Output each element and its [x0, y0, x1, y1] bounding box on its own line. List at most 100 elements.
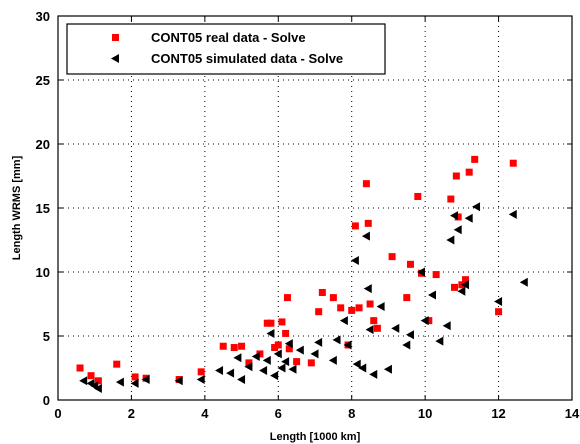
real-data-point: [197, 368, 205, 376]
real-data-point: [315, 308, 323, 316]
real-data-point: [285, 345, 293, 353]
real-data-point: [465, 168, 473, 176]
simulated-data-point: [93, 383, 102, 393]
x-tick-label: 6: [275, 406, 282, 421]
simulated-data-point: [352, 359, 361, 369]
x-tick-label: 14: [565, 406, 580, 421]
x-tick-label: 10: [418, 406, 432, 421]
real-data-point: [263, 319, 271, 327]
simulated-data-point: [130, 378, 139, 388]
x-tick-label: 2: [128, 406, 135, 421]
simulated-data-point: [215, 366, 224, 376]
simulated-data-point: [508, 209, 517, 219]
real-data-point: [329, 294, 337, 302]
real-data-point: [355, 304, 363, 312]
real-data-point: [113, 360, 121, 368]
simulated-data-point: [251, 351, 260, 361]
simulated-data-point: [266, 328, 275, 338]
x-tick-label: 0: [54, 406, 61, 421]
y-tick-label: 5: [43, 329, 50, 344]
simulated-data-point: [328, 355, 337, 365]
simulated-data-point: [420, 316, 429, 326]
data-points: [76, 155, 528, 393]
simulated-data-point: [461, 280, 470, 290]
simulated-data-point: [453, 225, 462, 235]
real-data-point: [76, 364, 84, 372]
simulated-data-point: [358, 363, 367, 373]
x-axis-label: Length [1000 km]: [270, 431, 361, 443]
real-data-point: [471, 155, 479, 163]
y-tick-label: 30: [36, 9, 50, 24]
simulated-data-point: [369, 369, 378, 379]
simulated-data-point: [363, 284, 372, 294]
simulated-data-point: [226, 368, 235, 378]
real-data-point: [388, 253, 396, 261]
real-data-point: [307, 359, 315, 367]
simulated-data-point: [405, 330, 414, 340]
simulated-data-point: [350, 255, 359, 265]
real-data-point: [509, 159, 517, 167]
real-data-point: [219, 342, 227, 350]
legend-box: [66, 23, 386, 75]
real-data-point: [293, 358, 301, 366]
real-data-point: [230, 344, 238, 352]
y-tick-label: 15: [36, 201, 50, 216]
real-data-point: [495, 308, 503, 316]
real-data-point: [373, 324, 381, 332]
simulated-data-point: [244, 362, 253, 372]
real-data-point: [348, 306, 356, 314]
real-data-point: [245, 359, 253, 367]
simulated-data-point: [472, 202, 481, 212]
real-data-point: [267, 319, 275, 327]
simulated-data-point: [259, 366, 268, 376]
simulated-data-point: [79, 376, 88, 386]
legend-marker-real: [112, 34, 119, 41]
x-tick-label: 12: [491, 406, 505, 421]
real-data-point: [282, 329, 290, 337]
simulated-data-point: [237, 375, 246, 385]
axis-ticks: 0 2 4 6 8 10 12 14 0 5 10 15 20 25 30: [36, 9, 580, 421]
y-tick-label: 0: [43, 393, 50, 408]
x-tick-label: 8: [348, 406, 355, 421]
real-data-point: [238, 342, 246, 350]
real-data-point: [283, 294, 291, 302]
real-data-point: [362, 180, 370, 188]
simulated-data-point: [314, 337, 323, 347]
simulated-data-point: [310, 349, 319, 359]
real-data-point: [366, 300, 374, 308]
simulated-data-point: [391, 323, 400, 333]
real-data-point: [94, 377, 102, 385]
real-data-point: [447, 195, 455, 203]
real-data-point: [271, 344, 279, 352]
real-data-point: [462, 276, 470, 284]
legend-marker-simulated: [111, 54, 119, 63]
y-tick-label: 25: [36, 73, 50, 88]
simulated-data-point: [365, 325, 374, 335]
real-data-point: [278, 318, 286, 326]
simulated-data-point: [450, 211, 459, 221]
real-data-point: [452, 172, 460, 180]
simulated-data-point: [277, 363, 286, 373]
simulated-data-point: [233, 353, 242, 363]
simulated-data-point: [141, 375, 150, 385]
simulated-data-point: [281, 357, 290, 367]
real-data-point: [406, 260, 414, 268]
real-data-point: [370, 317, 378, 325]
simulated-data-point: [402, 340, 411, 350]
simulated-data-point: [332, 335, 341, 345]
real-data-point: [256, 350, 264, 358]
simulated-data-point: [383, 364, 392, 374]
simulated-data-point: [457, 286, 466, 296]
real-data-point: [87, 372, 95, 380]
real-data-point: [425, 317, 433, 325]
simulated-data-point: [339, 316, 348, 326]
y-tick-label: 20: [36, 137, 50, 152]
simulated-data-point: [273, 349, 282, 359]
simulated-data-point: [288, 364, 297, 374]
simulated-data-point: [435, 336, 444, 346]
legend-label-simulated: CONT05 simulated data - Solve: [151, 51, 343, 66]
simulated-data-point: [519, 277, 528, 287]
simulated-data-point: [464, 213, 473, 223]
real-data-point: [337, 304, 345, 312]
simulated-data-point: [343, 340, 352, 350]
